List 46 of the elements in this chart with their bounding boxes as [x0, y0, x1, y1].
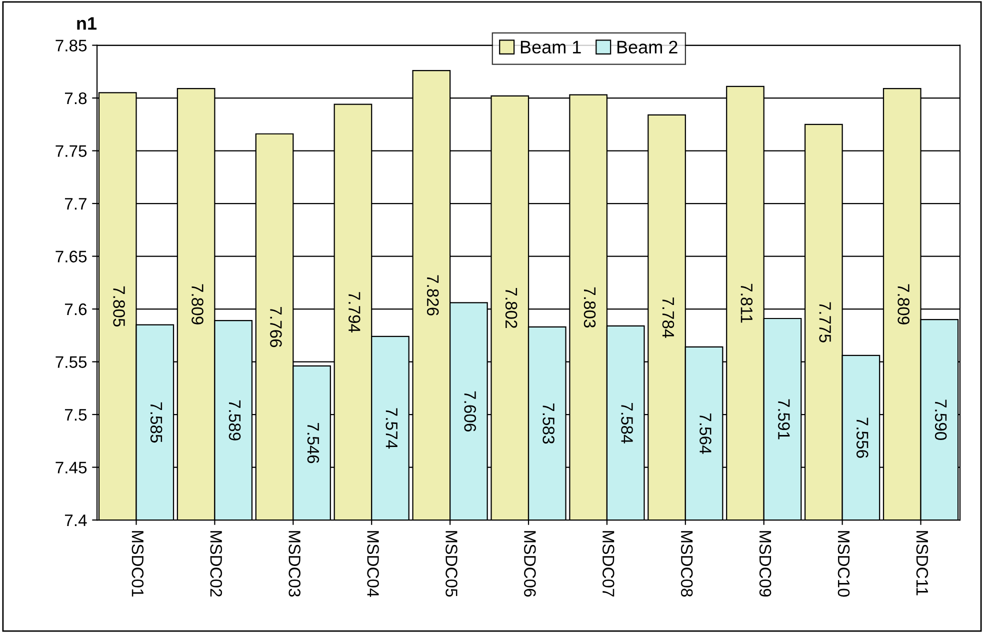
y-tick-label: 7.5 [64, 409, 87, 421]
x-tick-label: MSDC06 [524, 531, 536, 597]
data-label: 7.803 [584, 287, 596, 328]
legend-label: Beam 1 [520, 40, 581, 54]
y-axis-title: n1 [77, 17, 97, 30]
data-label: 7.583 [542, 403, 554, 444]
data-label: 7.591 [778, 399, 790, 440]
data-label: 7.802 [505, 288, 518, 328]
data-label: 7.805 [113, 286, 125, 327]
x-tick-label: MSDC11 [916, 531, 928, 596]
legend-label: Beam 2 [617, 40, 678, 54]
data-label: 7.811 [740, 284, 753, 323]
data-label: 7.574 [386, 408, 398, 449]
data-label: 7.775 [819, 302, 831, 342]
x-tick-label: MSDC09 [759, 531, 772, 597]
data-label: 7.590 [934, 400, 947, 440]
x-tick-label: MSDC04 [367, 531, 379, 597]
data-label: 7.766 [270, 306, 282, 348]
x-tick-label: MSDC05 [446, 531, 458, 597]
data-label: 7.784 [662, 297, 674, 338]
data-label: 7.584 [621, 402, 633, 444]
data-label: 7.556 [856, 418, 868, 458]
y-tick-label: 7.75 [56, 145, 87, 157]
y-tick-label: 7.8 [64, 92, 87, 104]
x-tick-label: MSDC10 [838, 531, 850, 597]
y-tick-label: 7.6 [64, 303, 87, 316]
data-label: 7.589 [228, 400, 241, 440]
data-label: 7.585 [150, 402, 162, 443]
data-label: 7.826 [426, 275, 439, 316]
data-label: 7.564 [700, 414, 712, 454]
x-tick-label: MSDC08 [680, 531, 693, 597]
y-tick-label: 7.45 [56, 462, 87, 474]
data-label: 7.809 [192, 284, 204, 324]
y-tick-label: 7.4 [64, 514, 87, 526]
y-tick-label: 7.65 [56, 250, 87, 262]
x-tick-label: MSDC01 [132, 531, 144, 597]
data-label: 7.809 [898, 284, 910, 324]
data-label: 7.546 [307, 422, 320, 464]
data-label: 7.794 [348, 292, 360, 333]
x-tick-label: MSDC07 [602, 531, 614, 597]
y-tick-label: 7.7 [64, 198, 86, 210]
y-tick-label: 7.55 [56, 356, 87, 368]
data-label: 7.606 [464, 391, 476, 432]
x-tick-label: MSDC02 [210, 531, 222, 597]
y-tick-label: 7.85 [56, 40, 87, 52]
x-tick-label: MSDC03 [288, 531, 300, 597]
